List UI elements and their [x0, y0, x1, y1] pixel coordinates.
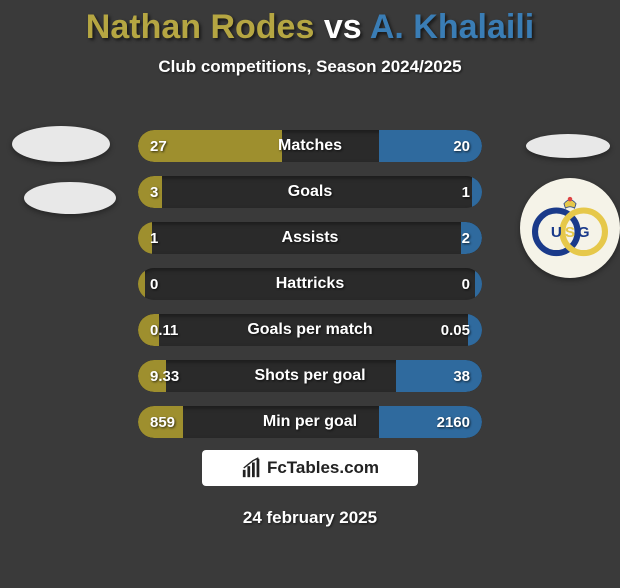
stat-value-right: 38	[453, 360, 470, 392]
stat-row: Assists1 2	[138, 222, 482, 254]
stat-value-left: 0	[150, 268, 158, 300]
stat-value-right: 1	[462, 176, 470, 208]
stat-row: Min per goal859 2160	[138, 406, 482, 438]
stat-row: Goals3 1	[138, 176, 482, 208]
stat-label: Goals	[138, 176, 482, 208]
club-crest-icon: U G S	[532, 190, 608, 266]
player2-club-badge: U G S	[520, 178, 620, 278]
svg-text:U: U	[551, 224, 562, 241]
stat-value-left: 1	[150, 222, 158, 254]
stat-label: Min per goal	[138, 406, 482, 438]
stat-row: Hattricks0 0	[138, 268, 482, 300]
stat-label: Goals per match	[138, 314, 482, 346]
stat-label: Shots per goal	[138, 360, 482, 392]
stat-row: Shots per goal9.33 38	[138, 360, 482, 392]
stat-value-left: 9.33	[150, 360, 179, 392]
stat-value-left: 3	[150, 176, 158, 208]
stat-value-right: 2160	[437, 406, 470, 438]
stat-value-right: 2	[462, 222, 470, 254]
subtitle: Club competitions, Season 2024/2025	[0, 57, 620, 77]
branding-text: FcTables.com	[267, 458, 379, 478]
stats-container: Matches2720Goals31Assists12Hattricks00Go…	[138, 130, 482, 452]
stat-value-right: 0.05	[441, 314, 470, 346]
player1-name: Nathan Rodes	[86, 8, 315, 46]
stat-label: Matches	[138, 130, 482, 162]
stat-value-right: 20	[453, 130, 470, 162]
stat-label: Assists	[138, 222, 482, 254]
stat-value-left: 859	[150, 406, 175, 438]
svg-text:S: S	[565, 224, 575, 241]
stat-value-right: 0	[462, 268, 470, 300]
comparison-title: Nathan Rodes vs A. Khalaili	[0, 8, 620, 47]
date-text: 24 february 2025	[0, 508, 620, 528]
vs-text: vs	[324, 8, 362, 46]
player2-badge-1	[526, 134, 610, 158]
player1-badge-2	[24, 182, 116, 214]
chart-icon	[241, 457, 263, 479]
stat-label: Hattricks	[138, 268, 482, 300]
stat-value-left: 27	[150, 130, 167, 162]
player2-name: A. Khalaili	[370, 8, 534, 46]
svg-text:G: G	[578, 224, 590, 241]
branding-badge: FcTables.com	[202, 450, 418, 486]
stat-row: Goals per match0.11 0.05	[138, 314, 482, 346]
stat-row: Matches27 20	[138, 130, 482, 162]
player1-badge-1	[12, 126, 110, 162]
stat-value-left: 0.11	[150, 314, 178, 346]
